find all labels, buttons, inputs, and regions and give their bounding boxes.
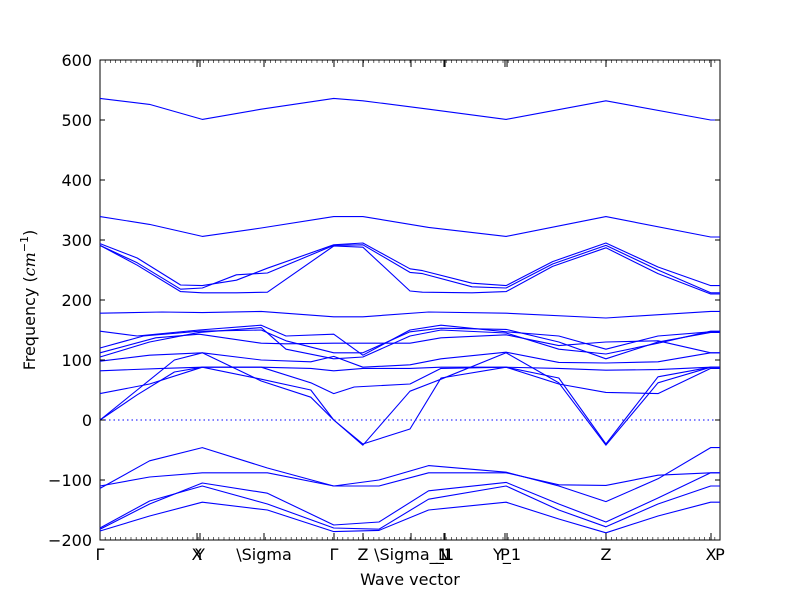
x-tick-label: Z [600, 545, 611, 564]
band-line-6 [99, 310, 720, 319]
band-line-7 [99, 324, 720, 356]
x-tick-label: \Sigma_1 [374, 545, 448, 565]
y-tick-label: 0 [82, 411, 92, 430]
y-axis-label-unit: cm [20, 252, 39, 276]
x-tick-label: P [500, 545, 510, 564]
x-tick-label: Γ [330, 545, 339, 564]
plot-area [99, 59, 721, 541]
band-line-16 [99, 447, 720, 503]
y-tick-label: −100 [48, 471, 92, 490]
y-tick-label: 300 [61, 231, 92, 250]
band-line-4 [99, 244, 720, 294]
y-axis-label-exponent: −1 [18, 236, 31, 252]
y-tick-label: 500 [61, 111, 92, 130]
y-tick-label: 200 [61, 291, 92, 310]
x-tick-label: Γ [96, 545, 105, 564]
band-line-20 [99, 501, 720, 534]
band-line-3 [99, 242, 720, 287]
x-axis-ticks: Γ XY \Sigma Γ Z \Sigma_1N_1 PY_1 Z XP [96, 60, 725, 565]
x-tick-label: N [438, 545, 450, 564]
band-line-15 [99, 366, 720, 395]
x-tick-label: X [706, 545, 717, 564]
x-tick-label: Y_1 [492, 545, 521, 565]
y-tick-label: 100 [61, 351, 92, 370]
band-line-17 [99, 472, 720, 487]
x-tick-label: \Sigma [236, 545, 292, 564]
x-tick-label: Y [194, 545, 205, 564]
y-axis-label-text: Frequency ( [20, 276, 39, 370]
band-line-18 [99, 472, 720, 530]
x-tick-label: X [192, 545, 203, 564]
y-axis-ticks: −200 −100 0 100 200 300 400 500 600 [48, 51, 720, 550]
band-line-14 [99, 352, 720, 446]
band-line-19 [99, 485, 720, 530]
x-axis-label: Wave vector [360, 570, 460, 589]
band-line-2 [99, 216, 720, 238]
band-line-5 [99, 244, 720, 295]
x-tick-label: Z [358, 545, 369, 564]
x-tick-label: P [715, 545, 725, 564]
band-line-13 [99, 366, 720, 445]
plot-frame [99, 59, 721, 541]
band-line-1 [99, 97, 720, 121]
band-lines [99, 97, 720, 534]
x-tick-label: _1 [435, 545, 454, 565]
band-line-11 [99, 351, 720, 368]
y-tick-label: 400 [61, 171, 92, 190]
y-tick-label: −200 [48, 531, 92, 550]
band-line-9 [99, 327, 720, 360]
band-line-10 [99, 333, 720, 354]
y-axis-label-close: ) [20, 230, 39, 236]
y-axis-label: Frequency (cm−1) [18, 230, 39, 371]
y-tick-label: 600 [61, 51, 92, 70]
